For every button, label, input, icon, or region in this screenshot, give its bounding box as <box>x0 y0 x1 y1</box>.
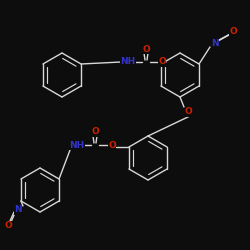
Text: NH: NH <box>70 140 84 149</box>
Text: O: O <box>229 28 237 36</box>
Text: O: O <box>91 128 99 136</box>
Text: N: N <box>14 206 22 214</box>
Text: O: O <box>4 220 12 230</box>
Text: O: O <box>158 58 166 66</box>
Text: NH: NH <box>120 58 136 66</box>
Text: N: N <box>211 38 219 48</box>
Text: O: O <box>108 140 116 149</box>
Text: O: O <box>184 108 192 116</box>
Text: O: O <box>142 44 150 54</box>
